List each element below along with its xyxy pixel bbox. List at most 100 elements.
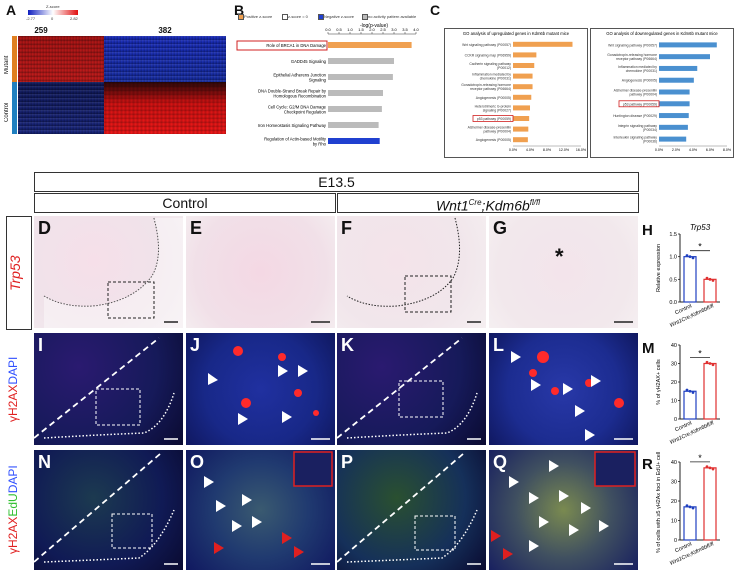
panel-b-pathway-label: Homologous Recombination [273,94,326,99]
control-header-box: Control [34,193,336,213]
panel-b-tick-label: 3.0 [391,27,397,32]
go-bar [513,73,533,79]
go-item-label: Inflammation mediated by [618,65,657,69]
mutant-gene: Wnt1 [435,197,469,214]
data-point [685,388,689,392]
panel-d-overlay [43,217,183,328]
panel-o-image: O [186,450,335,570]
data-point [688,389,692,393]
data-point [708,277,712,281]
y-tick-label: 1.0 [669,255,677,261]
dapi-label: DAPI [6,356,20,385]
panel-c-left-box: GO analysis of upregulated genes in Kdm6… [444,28,588,158]
p53-highlight-box [472,115,514,122]
go-item-label: Wnt signaling pathway (P00057) [462,43,511,47]
legend-na: no activity pattern available [368,14,417,19]
panel-label-d: D [38,218,51,238]
y-tick-label: 0 [674,417,677,423]
panel-g-image: G * [489,216,638,328]
control-bar [683,256,697,303]
expression-heatmap [18,36,226,134]
heatmap-block-mutant-up [18,36,104,82]
y-tick-label: 40 [671,460,677,466]
data-point [711,467,715,471]
arrowhead-l1 [511,351,521,363]
panel-label-p: P [341,452,354,472]
arrowhead-l4 [591,375,601,387]
go-bar [659,42,717,48]
arrowhead-j5 [282,411,292,423]
panel-e-image: E [186,216,335,328]
go-bar [513,94,532,100]
panel-label-j: J [190,335,201,355]
panel-c-left-chart: GO analysis of upregulated genes in Kdm6… [461,31,587,152]
zscore-min: -2.77 [26,16,36,21]
go-tick-label: 8.0% [723,148,732,152]
trp53-row-label-box: Trp53 [6,216,32,330]
heatmap-block-mutant-down [104,36,226,82]
gh2ax-label-2: γH2AX [6,517,20,555]
panel-c-right-chart: GO analysis of downregulated genes in Kd… [606,31,732,152]
panel-i-image: I [34,333,183,445]
go-tick-label: 8.0% [543,148,552,152]
arrowhead-l6 [585,429,595,441]
panel-label-q: Q [493,452,508,472]
mutant-sup-flfl: fl/fl [529,198,541,207]
mutant-header: Wnt1Cre;Kdm6bfl/fl [338,194,638,215]
go-tick-label: 16.0% [576,148,587,152]
y-axis-label: % of cells with ≥5 γH2Ax foci in EdU+ ce… [656,452,662,553]
control-bar [683,390,697,420]
panel-b-pathway-label: Role of BRCA1 in DNA Damage [266,43,326,48]
panel-b-tick-label: 1.0 [347,27,353,32]
p53-highlight-box [618,100,660,108]
panel-b-tick-label: 4.0 [413,27,419,32]
legend-swatch-positive [238,14,244,20]
panel-r-chart: 0 10 20 30 40 % of cells with ≥5 γH2Ax foci i… [656,452,720,567]
go-item-label: Interleukin signaling pathway [613,136,657,140]
go-tick-label: 6.0% [706,148,715,152]
panel-c-left-title: GO analysis of upregulated genes in Kdm6… [463,31,570,36]
dapi-label-2: DAPI [6,465,20,494]
panel-j-image: J [186,333,335,445]
heatmap-count-259: 259 [34,26,48,35]
y-tick-label: 0.5 [669,277,677,283]
go-bar [513,52,537,58]
go-item-label: Heterotrimeric G-protein [475,104,511,108]
go-bar [513,84,533,90]
mutant-gene2: Kdm6b [485,197,530,214]
arrowhead-j4 [238,413,248,425]
control-group-bar [12,82,17,134]
panel-j-overlay [208,346,330,440]
panel-b-pathway-label: by Rho [313,142,327,147]
legend-negative: Negative z-score [324,14,355,19]
heatmap-block-control-low [18,82,104,134]
mutant-row-label: Mutant [4,55,10,74]
panel-b-bar [328,122,379,128]
y-tick-label: 30 [671,362,677,368]
legend-swatch-zero [282,14,288,20]
edu-row-label-box: γH2AXEdUDAPI [6,450,30,570]
zscore-gradient [28,10,78,15]
go-item-label: Angiogenesis (P00005) [622,79,657,83]
y-tick-label: 20 [671,380,677,386]
legend-swatch-na [362,14,368,20]
panel-k-overlay [337,337,481,440]
panel-label-r: R [642,456,653,473]
data-point [685,504,689,508]
go-bar [513,105,530,111]
chart-title: Trp53 [690,223,711,232]
y-tick-label: 10 [671,399,677,405]
panel-n-overlay [34,453,178,565]
data-point [705,276,709,280]
y-tick-label: 10 [671,519,677,525]
data-point [688,505,692,509]
zscore-mid: 0 [51,16,54,21]
panel-label-a: A [6,2,17,18]
stage-header-box: E13.5 [34,172,639,192]
go-bar [513,41,573,47]
go-item-label: Gonadotropin-releasing hormone [461,83,511,87]
go-item-label: p53 pathway (P00059) [477,117,511,121]
panel-b-pathway-label: DNA Double-Strand Break Repair by [258,89,327,94]
panel-b-tick-label: 0.5 [336,27,342,32]
